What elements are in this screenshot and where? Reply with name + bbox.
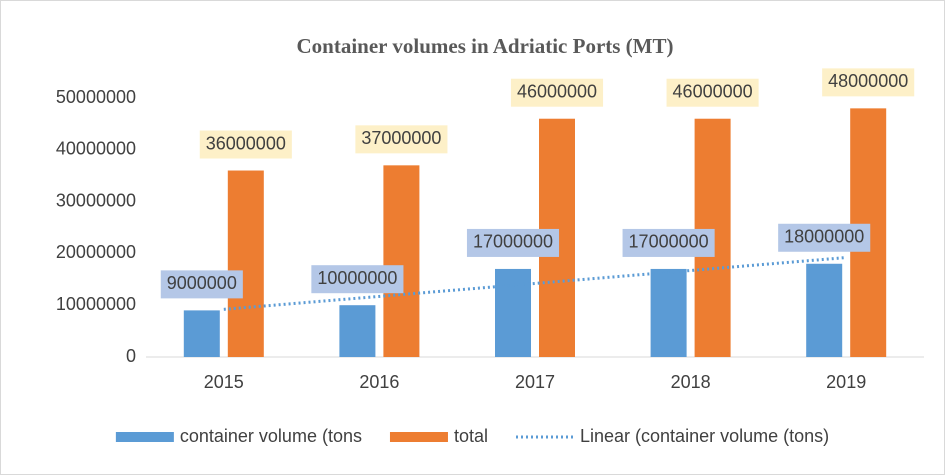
legend-label: Linear (container volume (tons) (580, 426, 829, 446)
data-label-box (355, 125, 448, 154)
data-label: 37000000 (361, 128, 441, 148)
legend-swatch (389, 432, 448, 442)
data-label-box (666, 78, 759, 107)
y-tick-label: 0 (126, 346, 136, 366)
legend-label: container volume (tons (180, 426, 362, 446)
data-label: 36000000 (206, 133, 286, 153)
x-tick-label: 2019 (826, 372, 866, 392)
data-label: 46000000 (517, 81, 597, 101)
trendline (223, 256, 847, 311)
y-tick-label: 40000000 (56, 139, 136, 159)
x-tick-label: 2016 (359, 372, 399, 392)
bar (650, 268, 687, 357)
bar (495, 268, 531, 357)
data-label: 17000000 (473, 232, 553, 252)
y-tick-label: 20000000 (56, 242, 136, 262)
data-label: 48000000 (828, 71, 908, 91)
bar (227, 170, 264, 357)
data-label: 9000000 (167, 273, 237, 293)
data-label-box (778, 223, 871, 252)
bar (806, 263, 843, 357)
data-label: 17000000 (629, 232, 709, 252)
y-tick-label: 10000000 (56, 294, 136, 314)
data-label-box (822, 68, 915, 97)
x-tick-label: 2017 (515, 372, 555, 392)
x-tick-label: 2018 (671, 372, 711, 392)
legend-swatch (115, 432, 174, 442)
bar (183, 310, 220, 357)
chart-title: Container volumes in Adriatic Ports (MT) (297, 34, 674, 58)
y-tick-label: 30000000 (56, 190, 136, 210)
data-label-box (466, 228, 560, 257)
y-tick-label: 50000000 (56, 87, 136, 107)
x-tick-label: 2015 (204, 372, 244, 392)
data-label-box (160, 270, 243, 299)
data-label: 10000000 (317, 268, 397, 288)
data-label-box (311, 265, 404, 294)
data-label-box (510, 78, 604, 107)
data-label: 46000000 (673, 81, 753, 101)
data-label-box (199, 130, 292, 159)
bar (339, 305, 376, 357)
legend-label: total (454, 426, 488, 446)
data-label: 18000000 (784, 227, 864, 247)
bar (383, 165, 420, 357)
data-label-box (622, 228, 715, 257)
